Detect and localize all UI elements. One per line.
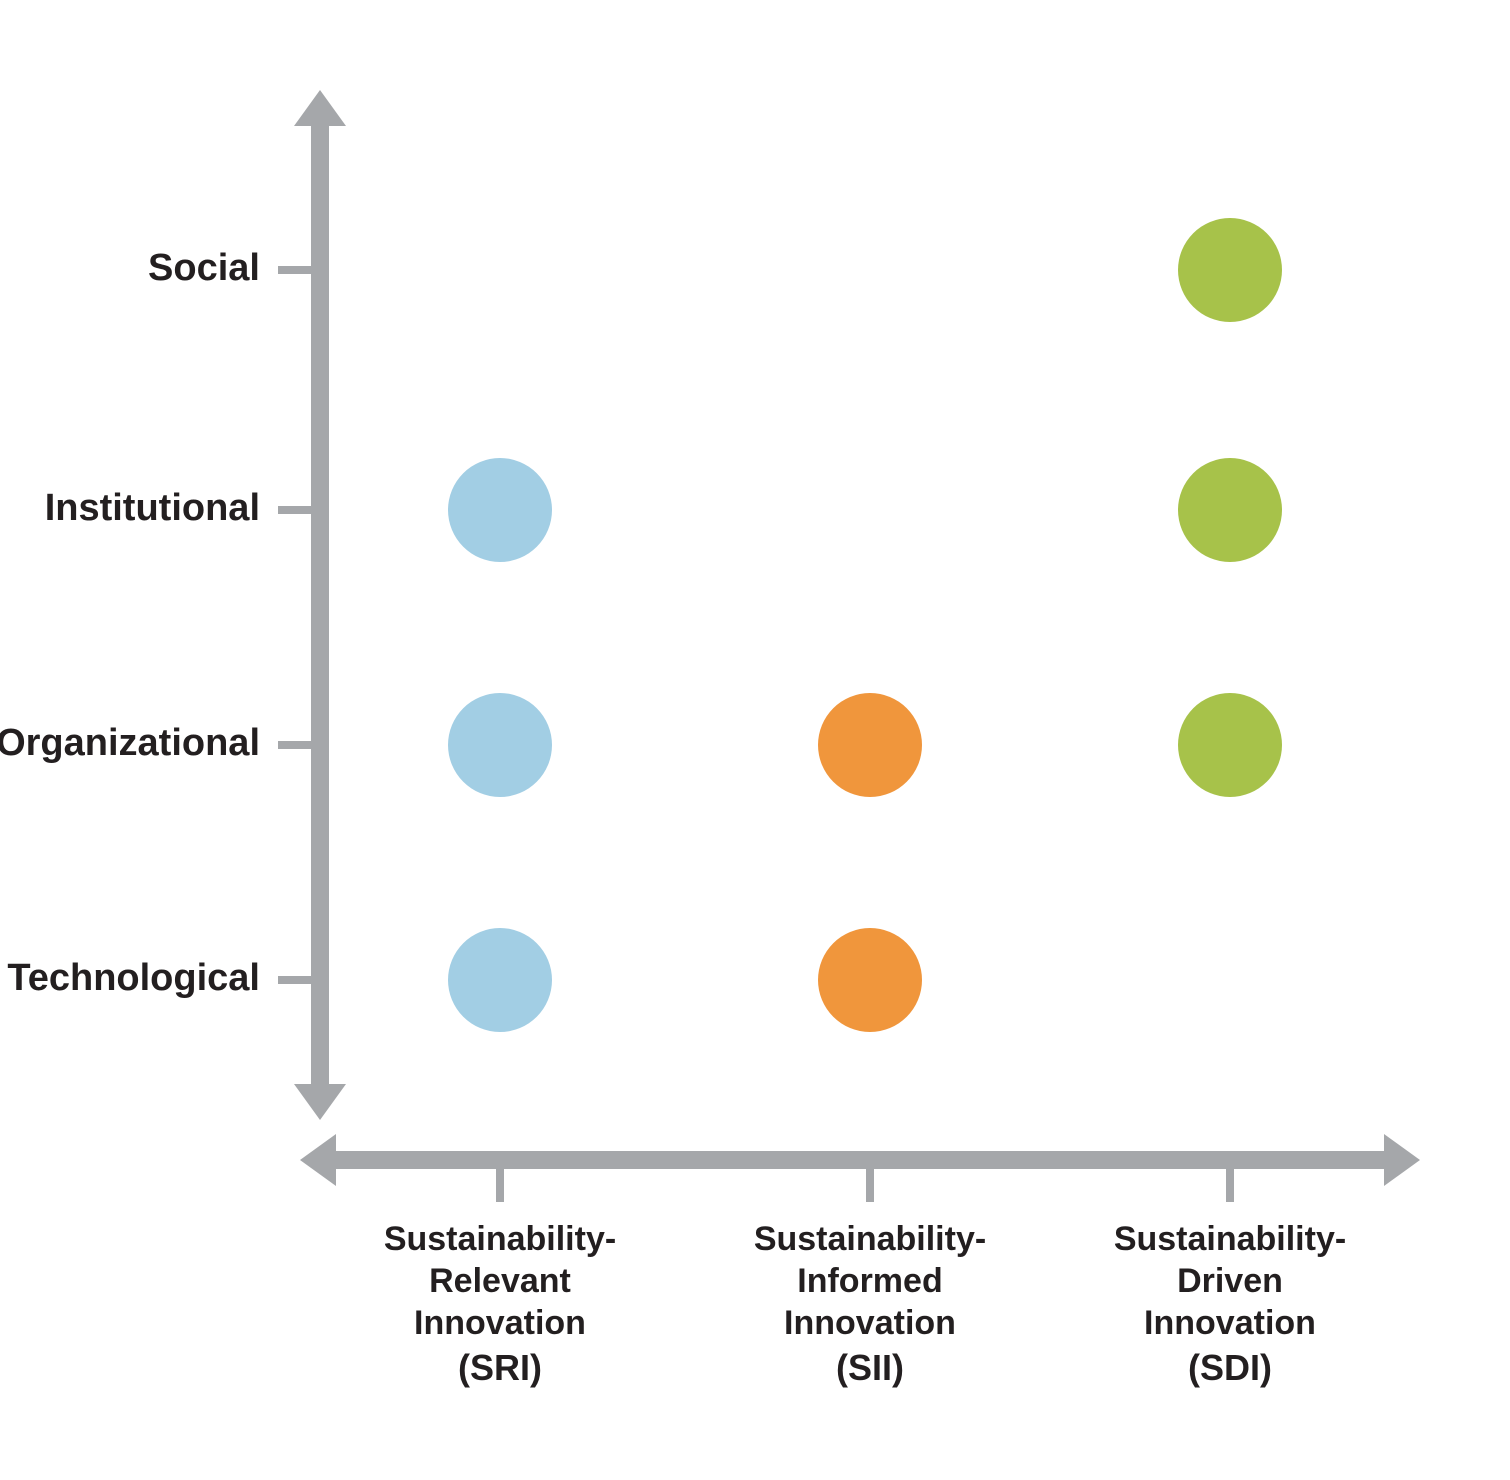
dot-sii [818,928,922,1032]
x-axis-label-abbr: (SII) [836,1347,904,1388]
y-axis-label: Social [148,247,260,289]
dot-sri [448,928,552,1032]
x-axis-label-line: Relevant [429,1262,571,1300]
x-axis-label-line: Sustainability- [384,1220,616,1258]
x-axis-label-abbr: (SRI) [458,1347,542,1388]
x-axis-label-abbr: (SDI) [1188,1347,1272,1388]
y-axis-label: Organizational [0,722,260,764]
y-axis-label: Technological [7,957,260,999]
x-axis-label-line: Sustainability- [754,1220,986,1258]
dot-sdi [1178,693,1282,797]
x-axis-label-line: Innovation [784,1304,956,1342]
y-axis-label: Institutional [45,487,260,529]
dot-sdi [1178,218,1282,322]
x-axis-label-line: Innovation [414,1304,586,1342]
dot-sii [818,693,922,797]
dot-sri [448,693,552,797]
dot-sri [448,458,552,562]
dot-sdi [1178,458,1282,562]
x-axis-label-line: Innovation [1144,1304,1316,1342]
innovation-matrix-chart: Technological Organizational Institutional… [0,0,1510,1480]
x-axis-label-line: Sustainability- [1114,1220,1346,1258]
x-axis-label-line: Driven [1177,1262,1283,1300]
x-axis-label-line: Informed [797,1262,942,1300]
